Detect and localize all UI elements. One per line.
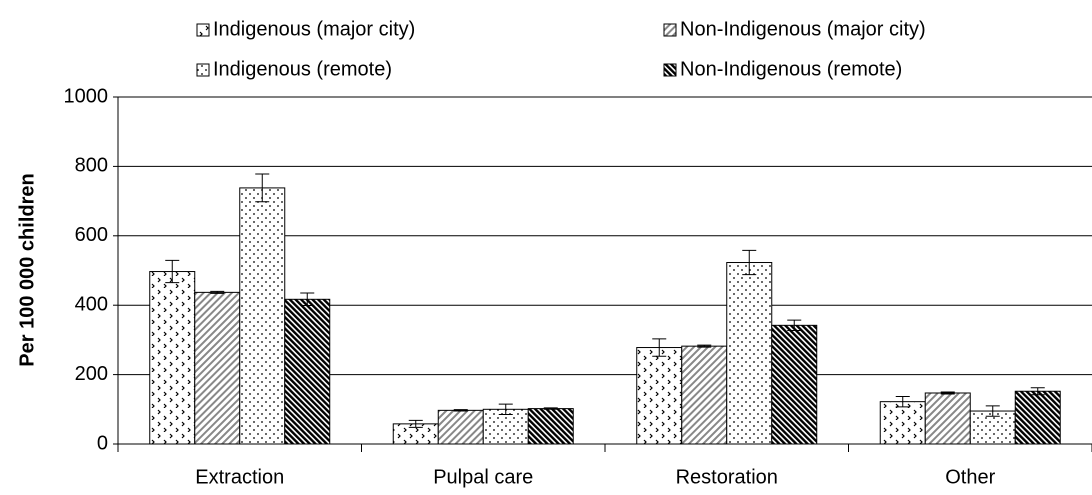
- bar: [636, 347, 683, 445]
- legend-label: Non-Indigenous (remote): [680, 58, 902, 80]
- error-bar: [300, 292, 315, 307]
- error-bar: [210, 290, 225, 294]
- error-bar: [652, 338, 667, 357]
- error-bar: [940, 391, 955, 395]
- error-bar: [543, 407, 558, 410]
- error-bar: [742, 249, 757, 276]
- x-tick-label: Extraction: [195, 466, 284, 488]
- y-tick-label: 200: [75, 363, 108, 385]
- error-bar: [408, 419, 423, 428]
- error-bar: [165, 259, 180, 284]
- x-tick-label: Pulpal care: [433, 466, 533, 488]
- bar: [726, 262, 773, 445]
- bar: [1014, 390, 1061, 445]
- error-bar: [1030, 387, 1045, 396]
- x-tick-label: Restoration: [676, 466, 778, 488]
- bar: [681, 345, 728, 445]
- bar: [239, 187, 286, 445]
- legend-swatch: [663, 23, 677, 37]
- legend-label: Indigenous (major city): [213, 18, 415, 40]
- y-tick-label: 400: [75, 293, 108, 315]
- error-bar: [895, 395, 910, 408]
- legend-swatch: [196, 63, 210, 77]
- y-axis-label: Per 100 000 children: [16, 173, 38, 366]
- bar: [194, 291, 241, 445]
- error-bar: [255, 173, 270, 203]
- error-bar: [787, 319, 802, 332]
- error-bar: [985, 405, 1000, 417]
- error-bar: [697, 344, 712, 348]
- bar: [437, 409, 484, 445]
- y-tick-label: 800: [75, 155, 108, 177]
- error-bar: [453, 409, 468, 412]
- error-bar: [498, 403, 513, 416]
- bar: [482, 408, 529, 445]
- legend-label: Indigenous (remote): [213, 58, 392, 80]
- legend-swatch: [663, 63, 677, 77]
- bar: [771, 324, 818, 445]
- legend-label: Non-Indigenous (major city): [680, 18, 926, 40]
- bar: [149, 271, 196, 445]
- y-tick-label: 1000: [64, 85, 109, 107]
- bar: [879, 401, 926, 445]
- bar: [284, 298, 331, 445]
- legend-swatch: [196, 23, 210, 37]
- bar: [527, 408, 574, 445]
- y-tick-label: 600: [75, 224, 108, 246]
- x-tick-label: Other: [945, 466, 995, 488]
- bar: [924, 392, 971, 445]
- y-tick-label: 0: [97, 432, 108, 454]
